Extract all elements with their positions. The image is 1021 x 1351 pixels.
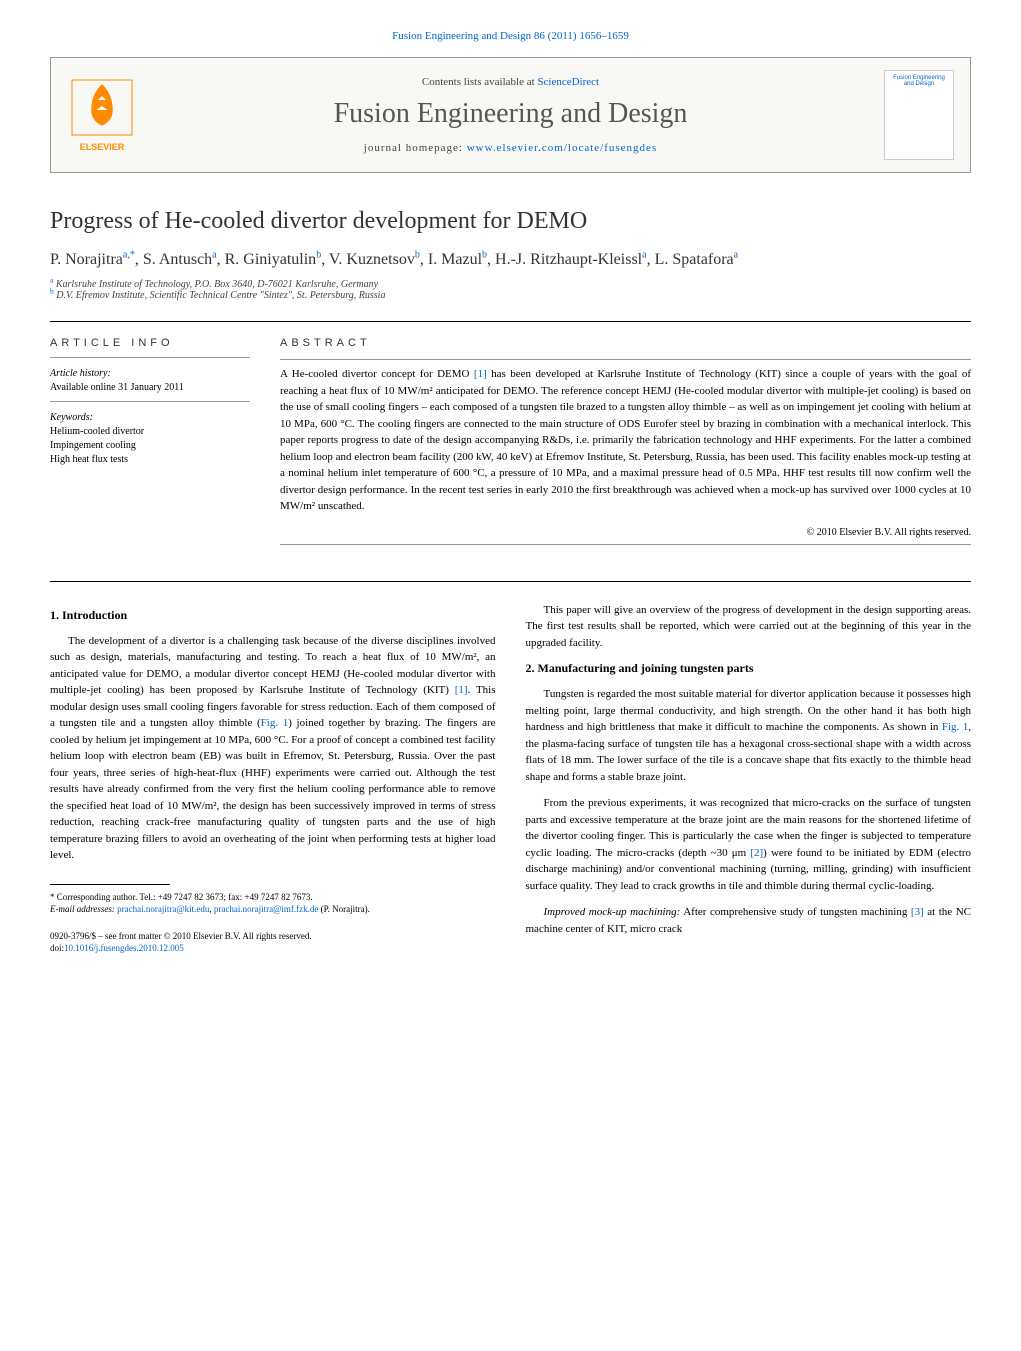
homepage-prefix: journal homepage: <box>364 142 467 154</box>
figure-link[interactable]: Fig. 1 <box>942 721 968 733</box>
section-divider <box>50 321 971 322</box>
mfg-paragraph-2: From the previous experiments, it was re… <box>526 795 972 894</box>
cover-title-text: Fusion Engineering and Design <box>889 75 949 87</box>
citation-link[interactable]: [3] <box>911 906 924 918</box>
corresponding-author: * Corresponding author. Tel.: +49 7247 8… <box>50 891 496 904</box>
intro-paragraph-2: This paper will give an overview of the … <box>526 602 972 652</box>
intro-heading: 1. Introduction <box>50 608 496 623</box>
doi-link[interactable]: 10.1016/j.fusengdes.2010.12.005 <box>64 943 184 953</box>
mfg-paragraph-1: Tungsten is regarded the most suitable m… <box>526 686 972 785</box>
doi-prefix: doi: <box>50 943 64 953</box>
doi-line: doi:10.1016/j.fusengdes.2010.12.005 <box>50 942 496 955</box>
keywords-label: Keywords: <box>50 412 250 423</box>
article-info-heading: ARTICLE INFO <box>50 337 250 349</box>
elsevier-logo: ELSEVIER <box>67 75 137 155</box>
email-link-1[interactable]: prachai.norajitra@kit.edu <box>117 904 209 914</box>
journal-header-box: ELSEVIER Contents lists available at Sci… <box>50 57 971 173</box>
keyword-item: High heat flux tests <box>50 453 250 467</box>
contents-line: Contents lists available at ScienceDirec… <box>157 76 864 88</box>
left-column: 1. Introduction The development of a div… <box>50 602 496 955</box>
abstract-bottom-divider <box>280 544 971 545</box>
article-title: Progress of He-cooled divertor developme… <box>50 208 971 235</box>
citation-link[interactable]: [2] <box>750 847 763 859</box>
citation-link[interactable]: [1] <box>474 368 487 380</box>
svg-text:ELSEVIER: ELSEVIER <box>80 142 125 152</box>
manufacturing-heading: 2. Manufacturing and joining tungsten pa… <box>526 661 972 676</box>
affiliations: a Karlsruhe Institute of Technology, P.O… <box>50 279 971 301</box>
keyword-item: Impingement cooling <box>50 439 250 453</box>
issn-copyright-line: 0920-3796/$ – see front matter © 2010 El… <box>50 930 496 943</box>
intro-paragraph-1: The development of a divertor is a chall… <box>50 633 496 864</box>
footnote-divider <box>50 884 170 885</box>
info-divider <box>50 357 250 358</box>
figure-link[interactable]: Fig. 1 <box>261 717 289 729</box>
contents-prefix: Contents lists available at <box>422 76 537 88</box>
journal-cover-thumbnail: Fusion Engineering and Design <box>884 70 954 160</box>
header-center: Contents lists available at ScienceDirec… <box>157 76 864 154</box>
author-list: P. Norajitraa,*, S. Antuscha, R. Giniyat… <box>50 251 971 269</box>
abstract-divider <box>280 359 971 360</box>
article-info-panel: ARTICLE INFO Article history: Available … <box>50 337 250 551</box>
mfg-p3-prefix: Improved mock-up machining: <box>544 906 681 918</box>
body-divider <box>50 581 971 582</box>
info-abstract-row: ARTICLE INFO Article history: Available … <box>50 337 971 551</box>
homepage-line: journal homepage: www.elsevier.com/locat… <box>157 142 864 154</box>
right-column: This paper will give an overview of the … <box>526 602 972 955</box>
email-author-name: (P. Norajitra). <box>321 904 370 914</box>
journal-header-line: Fusion Engineering and Design 86 (2011) … <box>50 30 971 42</box>
info-divider <box>50 401 250 402</box>
journal-title: Fusion Engineering and Design <box>157 98 864 130</box>
email-link-2[interactable]: prachai.norajitra@imf.fzk.de <box>214 904 319 914</box>
email-line: E-mail addresses: prachai.norajitra@kit.… <box>50 903 496 916</box>
body-columns: 1. Introduction The development of a div… <box>50 602 971 955</box>
email-label: E-mail addresses: <box>50 904 115 914</box>
abstract-heading: ABSTRACT <box>280 337 971 349</box>
footnote-block: * Corresponding author. Tel.: +49 7247 8… <box>50 891 496 916</box>
keywords-list: Helium-cooled divertorImpingement coolin… <box>50 425 250 467</box>
copyright-line: © 2010 Elsevier B.V. All rights reserved… <box>280 527 971 538</box>
citation-link[interactable]: [1] <box>455 684 468 696</box>
bottom-info: 0920-3796/$ – see front matter © 2010 El… <box>50 930 496 955</box>
abstract-section: ABSTRACT A He-cooled divertor concept fo… <box>280 337 971 551</box>
history-text: Available online 31 January 2011 <box>50 381 250 395</box>
sciencedirect-link[interactable]: ScienceDirect <box>537 76 599 88</box>
abstract-text: A He-cooled divertor concept for DEMO [1… <box>280 366 971 515</box>
homepage-link[interactable]: www.elsevier.com/locate/fusengdes <box>467 142 658 154</box>
mfg-paragraph-3: Improved mock-up machining: After compre… <box>526 904 972 937</box>
keyword-item: Helium-cooled divertor <box>50 425 250 439</box>
history-label: Article history: <box>50 368 250 379</box>
